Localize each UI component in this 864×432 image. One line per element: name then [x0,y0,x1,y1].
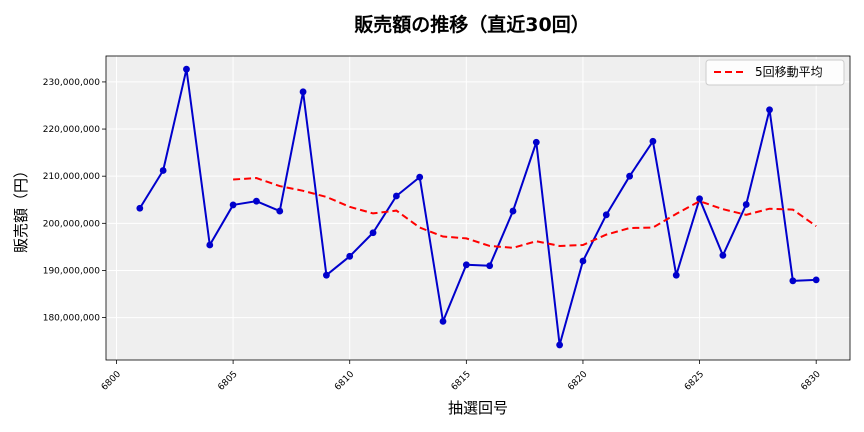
sales-point [766,106,773,114]
sales-point [392,192,400,200]
sales-point [276,207,284,215]
legend-box [705,59,845,86]
sales-point [812,276,820,284]
moving-average-line [233,177,817,249]
legend-label-moving-average: 5回移動平均 [755,65,823,79]
sales-point [486,262,494,270]
y-tick-label: 180,000,000 [43,314,101,324]
sales-point [416,173,424,181]
y-tick-label: 230,000,000 [43,78,101,88]
sales-point [183,65,190,73]
plot-frame [105,55,851,361]
y-axis-label: 販売額（円） [12,163,30,253]
sales-line [138,68,817,346]
sales-point [369,229,377,237]
x-tick-label: 6815 [450,370,473,393]
sales-point [136,204,144,212]
y-tick-label: 220,000,000 [43,125,101,135]
plot-area [106,56,850,360]
x-tick-label: 6810 [333,369,356,392]
sales-point [672,271,680,279]
sales-point [159,167,167,174]
sales-point [719,251,727,259]
chart-title: 販売額の推移（直近30回） [354,13,589,36]
sales-point [206,241,214,249]
sales-point [649,137,657,145]
sales-point [532,138,540,146]
sales-point [323,271,330,279]
x-tick-label: 6820 [566,369,589,392]
x-tick-label: 6825 [683,370,706,393]
sales-point [626,172,633,180]
sales-point [299,88,307,96]
x-tick-label: 6805 [216,370,239,393]
sales-point [696,195,703,203]
sales-point [742,201,750,208]
x-axis-label: 抽選回号 [448,399,508,417]
sales-point [509,207,517,215]
y-tick-label: 210,000,000 [43,172,101,182]
x-tick-label: 6800 [100,369,123,392]
sales-point [346,252,354,260]
sales-point [439,317,447,325]
sales-point [602,211,610,219]
x-tick-label: 6830 [799,369,822,392]
sales-point [556,341,564,349]
sales-point [579,257,587,265]
y-tick-label: 190,000,000 [43,266,101,276]
sales-point [789,277,797,285]
sales-point [462,261,470,269]
series-layer [136,65,820,349]
y-tick-label: 200,000,000 [43,219,101,229]
legend: 5回移動平均 [705,59,845,86]
sales-point [253,197,260,205]
sales-point [229,201,237,209]
